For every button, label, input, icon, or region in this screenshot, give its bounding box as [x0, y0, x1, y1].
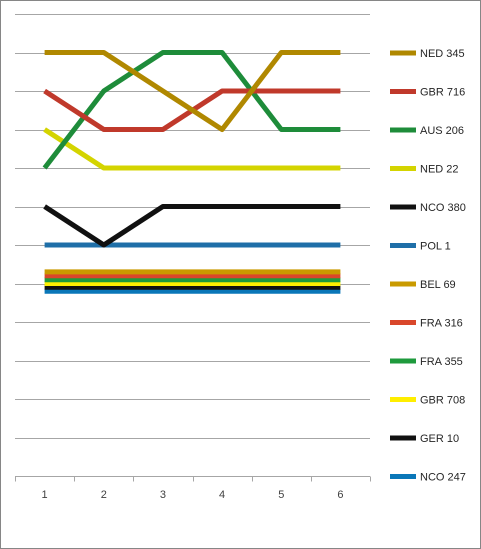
legend-label: NED 345	[420, 48, 465, 60]
legend-label: BEL 69	[420, 279, 456, 291]
x-tick-label: 4	[219, 489, 225, 501]
series-line-aus-206	[42, 50, 341, 170]
series-line-ned-345	[44, 50, 341, 132]
legend-label: GBR 708	[420, 395, 465, 407]
legend-label: NCO 247	[420, 472, 466, 484]
legend-label: NCO 380	[420, 202, 466, 214]
series-line-nco-380	[43, 204, 341, 248]
x-tick-label: 5	[278, 489, 284, 501]
legend-label: FRA 355	[420, 356, 463, 368]
series-line-ned-22	[43, 127, 341, 171]
legend-label: AUS 206	[420, 125, 464, 137]
legend-label: GBR 716	[420, 87, 465, 99]
legend-label: FRA 316	[420, 318, 463, 330]
legend-label: POL 1	[420, 241, 451, 253]
x-tick-label: 6	[337, 489, 343, 501]
legend-label: NED 22	[420, 164, 459, 176]
x-tick-label: 3	[160, 489, 166, 501]
x-tick-label: 2	[101, 489, 107, 501]
x-tick-label: 1	[42, 489, 48, 501]
legend-label: GER 10	[420, 433, 459, 445]
